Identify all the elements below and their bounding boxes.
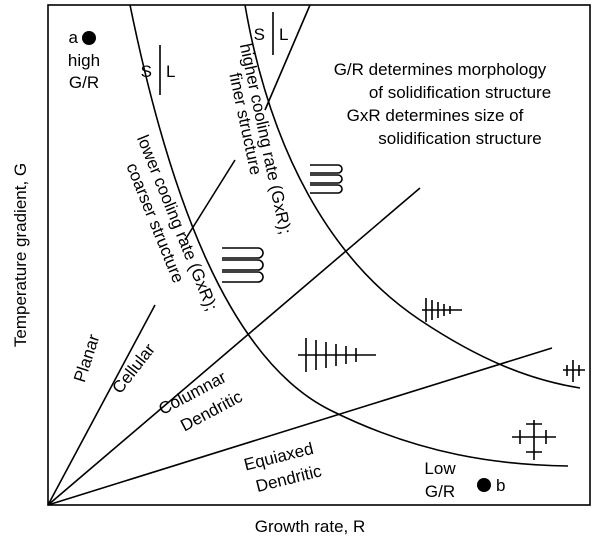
- note: GxR determines size of: [347, 106, 524, 125]
- liquid: L: [166, 62, 175, 81]
- curve: [129, 4, 569, 467]
- point-text: Low: [424, 459, 456, 478]
- region-label: Planar: [70, 332, 103, 385]
- region-label: Cellular: [108, 340, 159, 397]
- boundary: [47, 347, 553, 506]
- pointer: [264, 4, 311, 111]
- cell-icon: [222, 164, 343, 283]
- curve: [244, 4, 581, 389]
- note: G/R determines morphology: [334, 60, 547, 79]
- solid: S: [141, 62, 152, 81]
- boundary: [47, 304, 156, 506]
- point-label: b: [496, 476, 505, 495]
- point: [82, 31, 96, 45]
- point-text: G/R: [425, 482, 455, 501]
- dendrite-icon: [298, 298, 585, 460]
- point: [477, 478, 491, 492]
- y-axis-label: Temperature gradient, G: [11, 163, 30, 347]
- frame: [47, 4, 591, 506]
- liquid: L: [279, 25, 288, 44]
- boundary: [47, 187, 421, 506]
- note: of solidification structure: [369, 83, 551, 102]
- point-text: G/R: [69, 73, 99, 92]
- note: solidification structure: [378, 129, 541, 148]
- x-axis-label: Growth rate, R: [255, 517, 366, 536]
- solid: S: [254, 25, 265, 44]
- pointer: [184, 159, 236, 241]
- point-label: a: [69, 28, 79, 47]
- point-text: high: [68, 51, 100, 70]
